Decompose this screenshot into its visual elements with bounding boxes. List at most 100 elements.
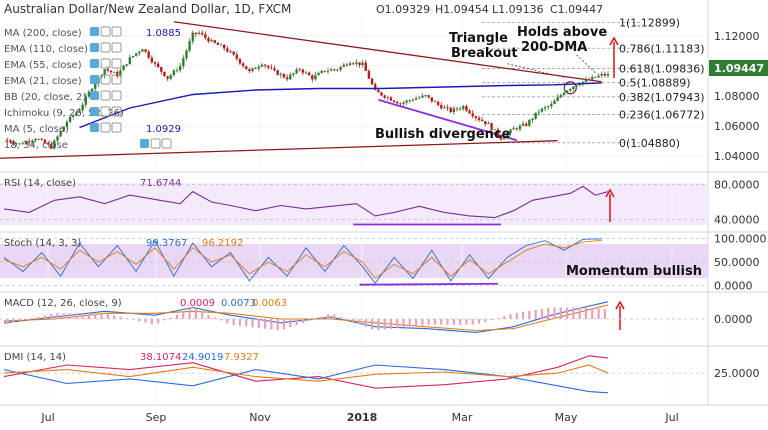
candle-body bbox=[175, 70, 179, 72]
candle-body bbox=[182, 58, 185, 67]
moving-averages bbox=[79, 82, 602, 129]
candle-body bbox=[591, 76, 594, 80]
adx-line bbox=[3, 364, 609, 382]
candle-body bbox=[144, 49, 147, 52]
candle-body bbox=[216, 42, 220, 45]
stoch-k-value: 99.3767 bbox=[146, 238, 187, 249]
candle-body bbox=[565, 90, 569, 93]
macd-histogram-bar bbox=[50, 313, 53, 319]
candle-body bbox=[550, 104, 553, 107]
stoch-tick-label: 100.0000 bbox=[714, 232, 767, 245]
annotation-momentum-bullish: Momentum bullish bbox=[566, 264, 702, 279]
legend-label: 18, 34, close bbox=[4, 140, 68, 151]
annotation-bullish-divergence: Bullish divergence bbox=[375, 127, 511, 142]
macd-histogram-bar bbox=[12, 319, 15, 323]
candle-body bbox=[160, 67, 163, 72]
candle-body bbox=[116, 72, 119, 77]
legend-label: BB (20, close, 2) bbox=[4, 92, 86, 103]
candle-body bbox=[326, 70, 330, 72]
candle-body bbox=[383, 95, 386, 98]
candle-body bbox=[125, 64, 128, 66]
candle-body bbox=[424, 95, 427, 96]
rsi-line bbox=[3, 185, 609, 219]
candle-body bbox=[128, 57, 132, 65]
close-icon bbox=[161, 138, 172, 149]
candle-body bbox=[251, 68, 254, 72]
macd-histogram-bar bbox=[226, 319, 229, 324]
macd-histogram-bar bbox=[345, 319, 348, 320]
gridlines bbox=[0, 18, 708, 405]
candle-body bbox=[521, 123, 525, 126]
candle-body bbox=[185, 50, 188, 59]
candle-body bbox=[273, 68, 276, 71]
macd-histogram-bar bbox=[358, 319, 361, 325]
candle-body bbox=[301, 69, 305, 73]
macd-histogram-bar bbox=[169, 317, 172, 319]
lower-trendline bbox=[0, 140, 558, 159]
macd-histogram-bar bbox=[138, 319, 141, 322]
candle-body bbox=[311, 75, 314, 80]
candle-body bbox=[569, 88, 572, 91]
candle-body bbox=[260, 64, 264, 67]
macd-histogram-bar bbox=[603, 309, 606, 319]
eye-icon bbox=[100, 122, 111, 133]
macd-histogram-bar bbox=[301, 319, 304, 323]
close-icon bbox=[111, 90, 122, 101]
candle-body bbox=[370, 78, 374, 85]
macd-histogram-bar bbox=[484, 319, 487, 322]
candle-body bbox=[333, 69, 336, 71]
macd-histogram-bar bbox=[238, 319, 242, 326]
candle-body bbox=[386, 97, 389, 99]
fib-level-label: 0.382(1.07943) bbox=[619, 91, 705, 104]
candle-body bbox=[279, 74, 283, 76]
macd-histogram-bar bbox=[566, 307, 569, 319]
candle-body bbox=[355, 62, 358, 64]
fib-level-label: 0.236(1.06772) bbox=[619, 108, 705, 121]
gear-icon bbox=[90, 123, 99, 132]
macd-histogram-bar bbox=[591, 308, 594, 319]
candle-body bbox=[537, 111, 540, 113]
gear-icon bbox=[90, 27, 99, 36]
candle-body bbox=[480, 119, 484, 122]
candle-body bbox=[56, 136, 59, 141]
stoch-d-line bbox=[3, 239, 602, 280]
candle-body bbox=[380, 92, 383, 96]
ohlc-close: C1.09447 bbox=[550, 3, 603, 16]
macd-histogram-bar bbox=[440, 319, 443, 325]
candle-body bbox=[12, 142, 15, 144]
indicator-legend: MA (200, close) 1.0885 EMA (110, close) EMA… bbox=[4, 26, 181, 151]
candle-body bbox=[87, 91, 91, 97]
candle-body bbox=[46, 143, 50, 145]
annotation-pointer bbox=[507, 63, 565, 78]
candle-body bbox=[578, 84, 581, 86]
macd-histogram-bar bbox=[534, 309, 537, 319]
stoch-tick-label: 50.0000 bbox=[714, 256, 760, 269]
candle-body bbox=[462, 106, 465, 109]
macd-histogram-bar bbox=[452, 319, 455, 325]
candle-body bbox=[411, 99, 415, 101]
macd-histogram-bar bbox=[213, 317, 216, 319]
candle-body bbox=[103, 69, 106, 76]
macd-histogram-bar bbox=[459, 319, 462, 325]
legend-value: 1.0885 bbox=[146, 28, 181, 39]
gear-icon bbox=[90, 75, 99, 84]
candle-body bbox=[405, 100, 408, 103]
eye-icon bbox=[100, 42, 111, 53]
macd-histogram-bar bbox=[150, 319, 153, 325]
candle-body bbox=[421, 95, 424, 98]
candle-body bbox=[307, 72, 311, 76]
macd-histogram-bar bbox=[333, 314, 336, 319]
candle-body bbox=[465, 106, 468, 111]
macd-histogram-bar bbox=[194, 308, 197, 319]
candle-body bbox=[68, 116, 72, 122]
upper-trendline bbox=[173, 21, 602, 83]
candle-body bbox=[556, 97, 559, 101]
price-tick-label: 1.04000 bbox=[714, 150, 760, 163]
candle-body bbox=[238, 58, 242, 64]
legend-label: MA (5, close) bbox=[4, 124, 69, 135]
candle-body bbox=[427, 95, 430, 98]
rsi-label: RSI (14, close) bbox=[4, 178, 76, 189]
candle-body bbox=[292, 73, 295, 75]
candle-body bbox=[72, 115, 75, 117]
legend-label: EMA (110, close) bbox=[4, 44, 88, 55]
